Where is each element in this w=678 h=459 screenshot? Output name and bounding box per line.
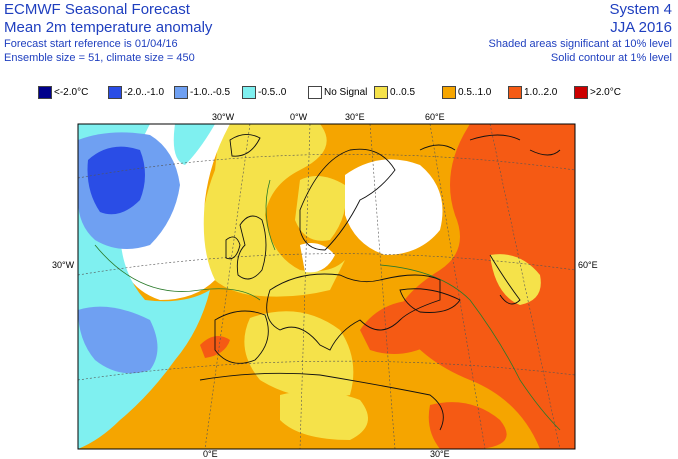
caspian-coast [489, 254, 521, 305]
legend-swatch [38, 86, 52, 99]
legend-swatch [174, 86, 188, 99]
legend-label: No Signal [324, 87, 368, 98]
legend-label: 0..0.5 [390, 87, 416, 98]
chart-title: ECMWF Seasonal Forecast [4, 1, 190, 18]
legend-label: <-2.0°C [54, 87, 89, 98]
solid-contour-note: Solid contour at 1% level [550, 52, 672, 64]
legend-swatch [308, 86, 322, 99]
legend-label: 1.0..2.0 [524, 87, 558, 98]
lon-label-bottom: 30°E [430, 449, 450, 459]
legend-label: 0.5..1.0 [458, 87, 492, 98]
field-strong-warm-levant [428, 402, 507, 449]
legend-swatch [108, 86, 122, 99]
legend-swatch [442, 86, 456, 99]
lon-label-top: 0°W [290, 112, 308, 122]
lon-label-bottom: 0°E [203, 449, 218, 459]
legend-label: >2.0°C [590, 87, 621, 98]
legend-swatch [574, 86, 588, 99]
system-label: System 4 [609, 1, 672, 18]
lon-label-top: 60°E [425, 112, 445, 122]
ensemble-size: Ensemble size = 51, climate size = 450 [4, 52, 195, 64]
significance-contour [379, 264, 561, 431]
coastlines [199, 134, 561, 431]
field-strong-warm-east [395, 124, 575, 449]
shaded-significance-note: Shaded areas significant at 10% level [488, 38, 672, 50]
field-cool-blue-core [87, 146, 145, 215]
iberia-coast [214, 310, 269, 364]
legend-label: -2.0..-1.0 [124, 87, 165, 98]
ireland-coast [225, 236, 241, 260]
legend-label: -1.0..-0.5 [190, 87, 231, 98]
black-sea-coast [399, 288, 461, 313]
significance-contour [94, 244, 261, 301]
legend-swatch [374, 86, 388, 99]
field-slight-cool-north [173, 124, 215, 165]
field-no-signal-baltic [345, 159, 443, 255]
lon-label-top: 30°W [212, 112, 235, 122]
significance-contour [265, 179, 276, 251]
field-cool-light-blue-south [78, 306, 158, 374]
field-weak-warm-north-africa [280, 391, 368, 440]
scandinavia-coast [299, 148, 396, 251]
graticule [78, 124, 575, 449]
field-weak-warm-caspian [490, 254, 541, 305]
lon-label-top: 30°E [345, 112, 365, 122]
chart-subtitle: Mean 2m temperature anomaly [4, 19, 213, 36]
continental-coast [266, 273, 441, 351]
legend-swatch [242, 86, 256, 99]
arctic-coast [419, 134, 561, 156]
map-frame [77, 123, 576, 450]
lat-label-left: 30°W [52, 260, 75, 270]
field-no-signal-north-sea [300, 242, 335, 273]
field-weak-warm-atlantic [201, 124, 345, 297]
legend-swatch [508, 86, 522, 99]
britain-coast [236, 215, 267, 280]
color-legend: <-2.0°C -2.0..-1.0 -1.0..-0.5 -0.5..0 No… [38, 86, 658, 102]
lat-label-right: 60°E [578, 260, 598, 270]
map-field [78, 124, 575, 449]
field-strong-warm-balkans [360, 300, 434, 354]
iceland-coast [229, 134, 261, 157]
season-label: JJA 2016 [610, 19, 672, 36]
north-africa-coast [199, 372, 444, 431]
forecast-start-reference: Forecast start reference is 01/04/16 [4, 38, 178, 50]
legend-label: -0.5..0 [258, 87, 287, 98]
